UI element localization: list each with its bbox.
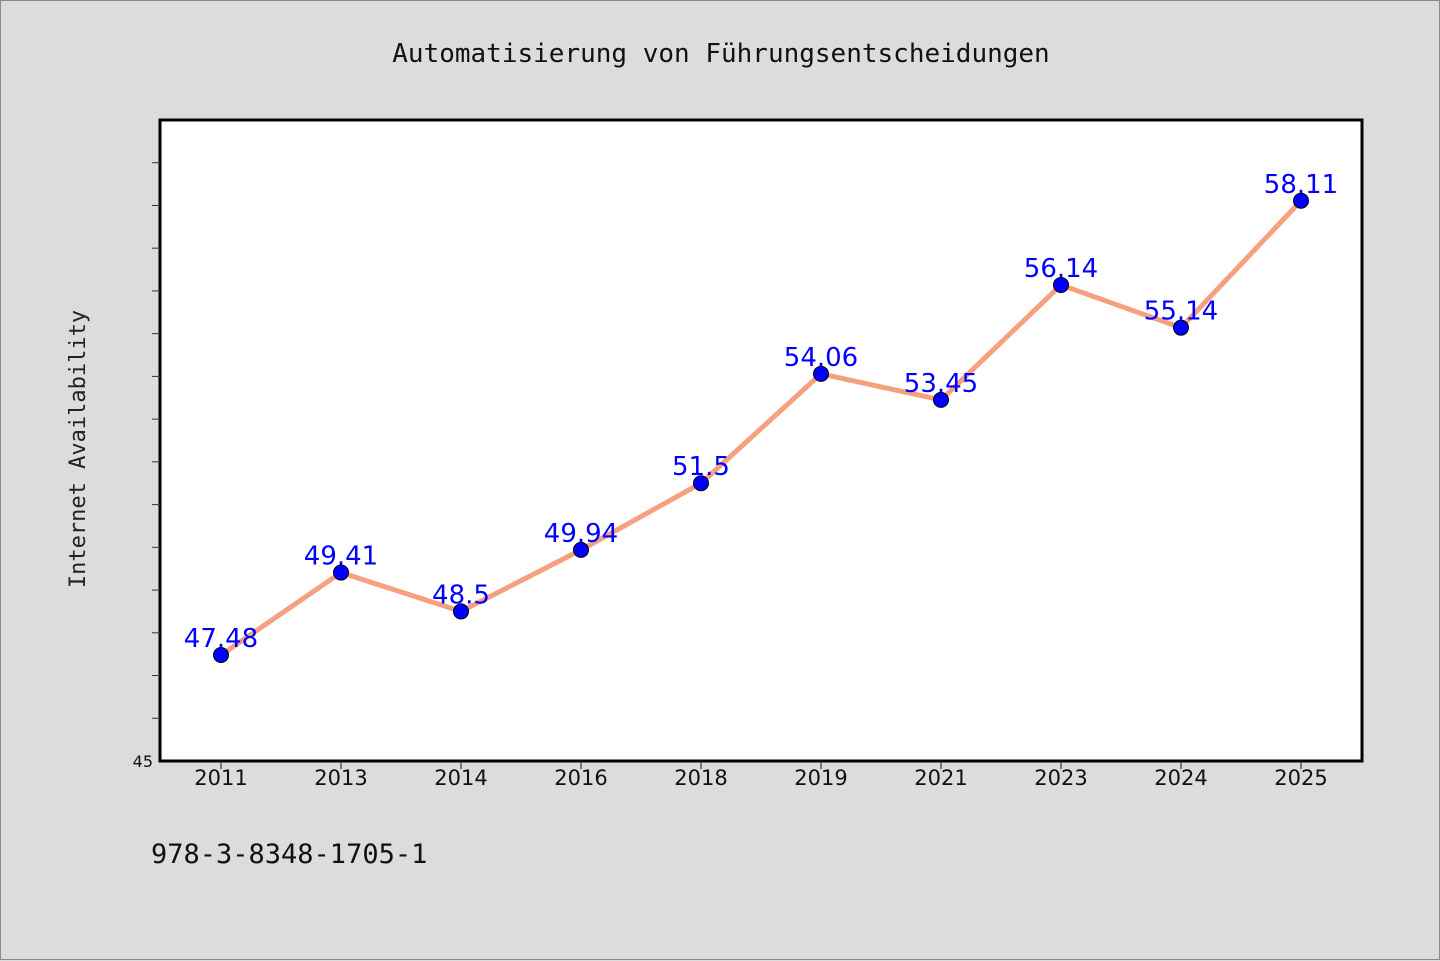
- x-tick-label-2018: 2018: [674, 766, 727, 790]
- plot-area: [158, 118, 1364, 763]
- data-label-2014: 48.5: [432, 580, 490, 610]
- data-label-2016: 49.94: [544, 519, 618, 549]
- data-label-2013: 49.41: [304, 542, 378, 572]
- x-axis-ticks: [220, 761, 1302, 769]
- isbn-footer: 978-3-8348-1705-1: [151, 839, 427, 870]
- data-point-2019: [813, 365, 829, 382]
- data-label-2021: 53.45: [904, 369, 978, 399]
- series-line-group: [218, 198, 1304, 658]
- x-tick-label-2014: 2014: [434, 766, 487, 790]
- data-point-2021: [933, 391, 949, 408]
- x-tick-label-2016: 2016: [554, 766, 607, 790]
- y-axis-label: Internet Availability: [66, 310, 91, 588]
- data-label-2019: 54.06: [784, 343, 858, 373]
- x-tick-label-2021: 2021: [914, 766, 967, 790]
- data-label-2025: 58.11: [1264, 170, 1338, 200]
- x-tick-label-2023: 2023: [1034, 766, 1087, 790]
- data-label-2011: 47.48: [184, 624, 258, 654]
- data-point-2025: [1293, 192, 1309, 209]
- data-point-2018: [693, 475, 709, 492]
- data-point-2014: [453, 603, 469, 620]
- data-markers: [213, 192, 1309, 664]
- data-point-2013: [333, 564, 349, 581]
- data-point-2011: [213, 647, 229, 664]
- y-axis-ticks: [152, 162, 160, 719]
- data-label-2023: 56.14: [1024, 254, 1098, 284]
- x-tick-label-2025: 2025: [1274, 766, 1327, 790]
- data-point-2024: [1173, 319, 1189, 336]
- data-label-2018: 51.5: [672, 452, 730, 482]
- data-label-2024: 55.14: [1144, 297, 1218, 327]
- x-tick-label-2019: 2019: [794, 766, 847, 790]
- y-axis-min-label: 45: [133, 752, 153, 771]
- series-line: [218, 198, 1304, 658]
- data-point-2016: [573, 541, 589, 558]
- data-point-2023: [1053, 276, 1069, 293]
- chart-title: Automatisierung von Führungsentscheidung…: [392, 39, 1049, 69]
- x-tick-label-2024: 2024: [1154, 766, 1207, 790]
- x-tick-label-2013: 2013: [314, 766, 367, 790]
- x-tick-label-2011: 2011: [194, 766, 247, 790]
- data-labels: 47.48 49.41 48.5 49.94 51.5 54.06 53.45 56.14 55…: [184, 170, 1338, 654]
- x-axis-tick-labels: 2011 2013 2014 2016 2018 2019 2021 2023 2024 2025: [194, 766, 1327, 790]
